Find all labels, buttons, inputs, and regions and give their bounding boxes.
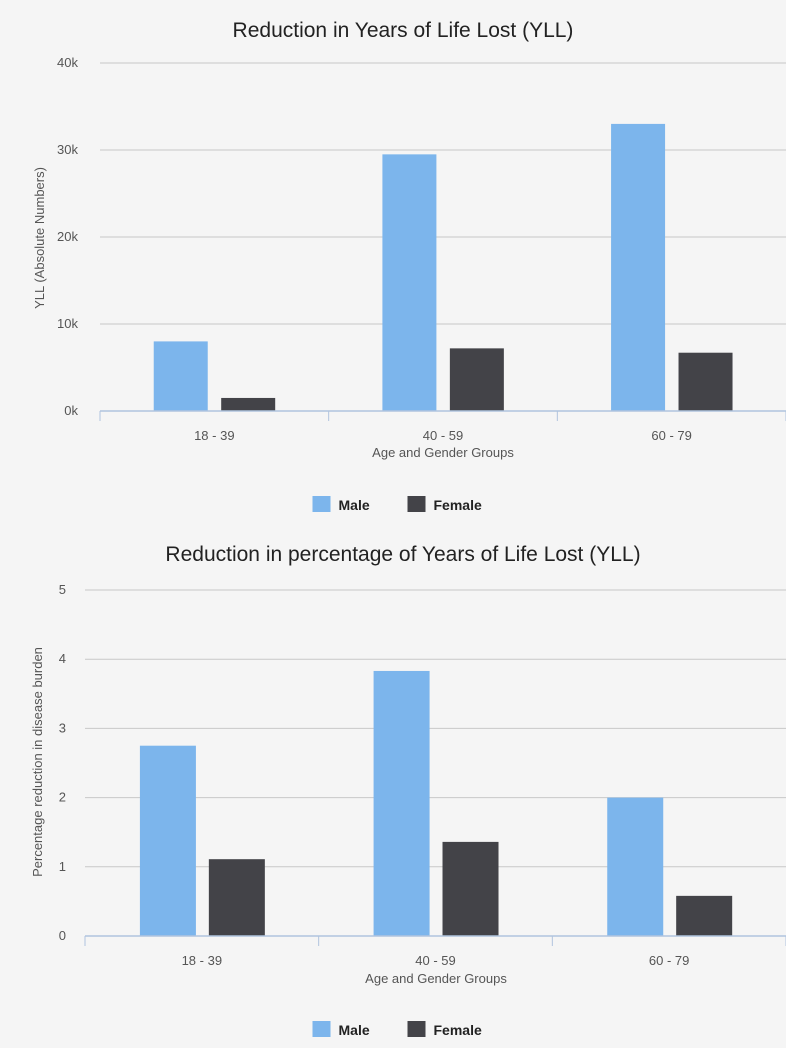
yll-absolute-chart: Reduction in Years of Life Lost (YLL) YL… xyxy=(32,19,786,513)
bar-male-1[interactable] xyxy=(373,670,430,936)
bar-female-2[interactable] xyxy=(676,895,733,936)
legend[interactable]: Male Female xyxy=(312,496,482,513)
legend-label: Male xyxy=(339,497,370,513)
x-tick-label: 60 - 79 xyxy=(649,953,689,968)
legend-swatch xyxy=(407,496,426,512)
bar-male-2[interactable] xyxy=(611,123,666,412)
legend-item-female[interactable]: Female xyxy=(407,1021,482,1038)
legend-swatch xyxy=(407,1021,426,1037)
bar-male-1[interactable] xyxy=(382,154,437,411)
x-tick-label: 40 - 59 xyxy=(423,428,463,443)
legend[interactable]: Male Female xyxy=(312,1021,482,1038)
x-axis-title: Age and Gender Groups xyxy=(372,445,514,460)
bar-female-1[interactable] xyxy=(442,841,499,936)
legend-item-male[interactable]: Male xyxy=(312,1021,370,1038)
y-tick-label: 30k xyxy=(57,142,78,157)
legend-label: Female xyxy=(434,497,482,513)
legend-item-male[interactable]: Male xyxy=(312,496,370,513)
x-axis: 18 - 39 40 - 59 60 - 79 xyxy=(84,935,786,968)
y-axis-ticks: 0 1 2 3 4 5 xyxy=(59,582,66,943)
y-tick-label: 5 xyxy=(59,582,66,597)
bar-male-0[interactable] xyxy=(139,745,196,936)
yll-percentage-chart: Reduction in percentage of Years of Life… xyxy=(0,525,786,1048)
yll-absolute-chart-svg: Reduction in Years of Life Lost (YLL) YL… xyxy=(32,19,786,513)
legend-swatch xyxy=(312,496,331,512)
y-axis-title: YLL (Absolute Numbers) xyxy=(32,167,47,309)
y-tick-label: 10k xyxy=(57,316,78,331)
bar-female-2[interactable] xyxy=(678,352,733,411)
bar-female-1[interactable] xyxy=(449,348,504,411)
y-tick-label: 1 xyxy=(59,859,66,874)
bar-male-2[interactable] xyxy=(607,797,664,936)
x-tick-label: 18 - 39 xyxy=(194,428,234,443)
bars xyxy=(153,123,733,412)
grid-lines xyxy=(85,589,786,868)
x-axis-title: Age and Gender Groups xyxy=(365,971,507,986)
bars xyxy=(139,670,733,936)
legend-item-female[interactable]: Female xyxy=(407,496,482,513)
y-tick-label: 20k xyxy=(57,229,78,244)
y-axis-title: Percentage reduction in disease burden xyxy=(30,647,45,877)
y-tick-label: 4 xyxy=(59,651,66,666)
yll-percentage-chart-svg: Reduction in percentage of Years of Life… xyxy=(30,543,786,1038)
chart-title: Reduction in Years of Life Lost (YLL) xyxy=(233,19,574,42)
legend-label: Male xyxy=(339,1022,370,1038)
y-tick-label: 0k xyxy=(64,403,78,418)
y-tick-label: 2 xyxy=(59,790,66,805)
y-tick-label: 40k xyxy=(57,55,78,70)
bar-male-0[interactable] xyxy=(153,341,208,411)
y-tick-label: 0 xyxy=(59,928,66,943)
x-axis: 18 - 39 40 - 59 60 - 79 xyxy=(99,410,786,443)
bar-female-0[interactable] xyxy=(221,397,276,411)
chart-title: Reduction in percentage of Years of Life… xyxy=(165,543,640,566)
x-tick-label: 40 - 59 xyxy=(415,953,455,968)
grid-lines xyxy=(100,62,786,325)
y-tick-label: 3 xyxy=(59,720,66,735)
x-tick-label: 18 - 39 xyxy=(182,953,222,968)
bar-female-0[interactable] xyxy=(208,859,265,936)
y-axis-ticks: 0k 10k 20k 30k 40k xyxy=(57,55,78,418)
x-tick-label: 60 - 79 xyxy=(651,428,691,443)
legend-label: Female xyxy=(434,1022,482,1038)
legend-swatch xyxy=(312,1021,331,1037)
